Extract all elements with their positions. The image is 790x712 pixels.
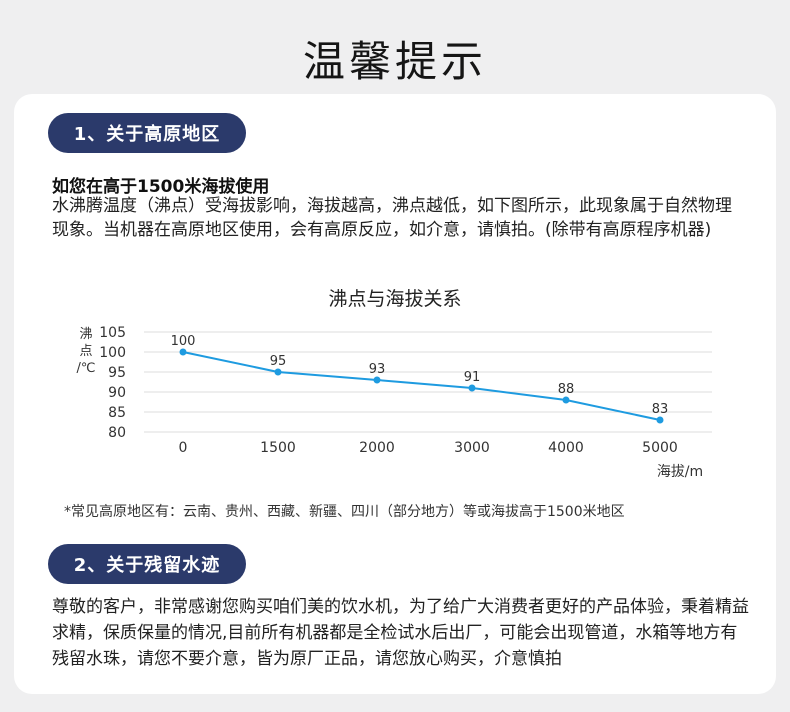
residual-water-paragraph: 尊敬的客户，非常感谢您购买咱们美的饮水机，为了给广大消费者更好的产品体验，秉着精…: [52, 597, 749, 669]
page-title: 温馨提示: [302, 37, 487, 86]
y-axis-ticks: 105 100 95 90 85 80: [99, 325, 126, 441]
data-label: 88: [558, 382, 575, 397]
x-axis-label: 海拔/m: [657, 464, 703, 480]
data-point: [373, 376, 381, 384]
y-axis-label: 沸点 /℃: [77, 327, 96, 376]
y-tick-label: 100: [99, 345, 126, 361]
altitude-paragraph: 水沸腾温度（沸点）受海拔影响，海拔越高，沸点越低，如下图所示，此现象属于自然物理…: [52, 196, 732, 240]
data-label: 95: [270, 354, 287, 369]
data-point: [562, 396, 570, 404]
x-tick-label: 1500: [260, 440, 296, 456]
data-labels: 100 95 93 91 88 83: [171, 334, 669, 417]
y-axis-label-part: /℃: [77, 361, 96, 376]
y-tick-label: 105: [99, 325, 126, 341]
y-axis-label-part: 沸: [79, 327, 92, 342]
y-axis-label-part: 点: [79, 344, 92, 359]
section-badge-residual-water: 2、关于残留水迹: [48, 544, 246, 584]
highland-footnote: *常见高原地区有：云南、贵州、西藏、新疆、四川（部分地方）等或海拔高于1500米…: [64, 504, 625, 520]
altitude-subheading: 如您在高于1500米海拔使用: [52, 177, 270, 197]
data-point: [179, 348, 187, 356]
data-points: [179, 348, 664, 424]
y-tick-label: 90: [108, 385, 126, 401]
boiling-point-chart: 沸点与海拔关系 105 100 95 90 85 80 沸点 /℃ 0 1500 2000 300…: [77, 288, 712, 480]
data-label: 100: [171, 334, 196, 349]
data-point: [468, 384, 476, 392]
y-tick-label: 80: [108, 425, 126, 441]
data-point: [656, 416, 664, 424]
x-tick-label: 5000: [642, 440, 678, 456]
section-badge-highland: 1、关于高原地区: [48, 113, 246, 153]
y-tick-label: 95: [108, 365, 126, 381]
x-tick-label: 2000: [359, 440, 395, 456]
x-tick-label: 3000: [454, 440, 490, 456]
data-label: 93: [369, 362, 386, 377]
x-tick-label: 0: [179, 440, 188, 456]
x-axis-ticks: 0 1500 2000 3000 4000 5000: [179, 440, 678, 456]
data-label: 83: [652, 402, 669, 417]
y-tick-label: 85: [108, 405, 126, 421]
content-card: 1、关于高原地区 如您在高于1500米海拔使用 水沸腾温度（沸点）受海拔影响，海…: [14, 94, 776, 694]
series-line: [182, 351, 661, 421]
data-point: [274, 368, 282, 376]
x-tick-label: 4000: [548, 440, 584, 456]
chart-gridlines: [144, 331, 712, 433]
data-label: 91: [464, 370, 481, 385]
chart-title: 沸点与海拔关系: [328, 288, 461, 310]
